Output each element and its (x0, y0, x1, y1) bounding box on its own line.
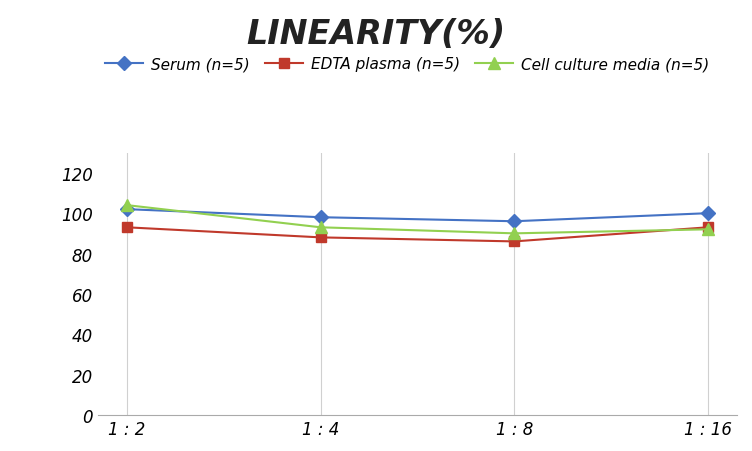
Line: Cell culture media (n=5): Cell culture media (n=5) (120, 199, 714, 240)
Line: EDTA plasma (n=5): EDTA plasma (n=5) (122, 223, 713, 247)
EDTA plasma (n=5) (123, 225, 132, 230)
Cell culture media (n=5) (316, 225, 325, 230)
Serum (n=5) (703, 211, 712, 216)
Cell culture media (n=5) (123, 203, 132, 208)
Line: Serum (n=5): Serum (n=5) (122, 205, 713, 226)
Text: LINEARITY(%): LINEARITY(%) (247, 18, 505, 51)
Legend: Serum (n=5), EDTA plasma (n=5), Cell culture media (n=5): Serum (n=5), EDTA plasma (n=5), Cell cul… (99, 51, 715, 78)
Cell culture media (n=5) (703, 227, 712, 233)
Cell culture media (n=5) (510, 231, 519, 236)
EDTA plasma (n=5) (510, 239, 519, 244)
EDTA plasma (n=5) (703, 225, 712, 230)
Serum (n=5) (510, 219, 519, 225)
EDTA plasma (n=5) (316, 235, 325, 240)
Serum (n=5) (123, 207, 132, 212)
Serum (n=5) (316, 215, 325, 221)
